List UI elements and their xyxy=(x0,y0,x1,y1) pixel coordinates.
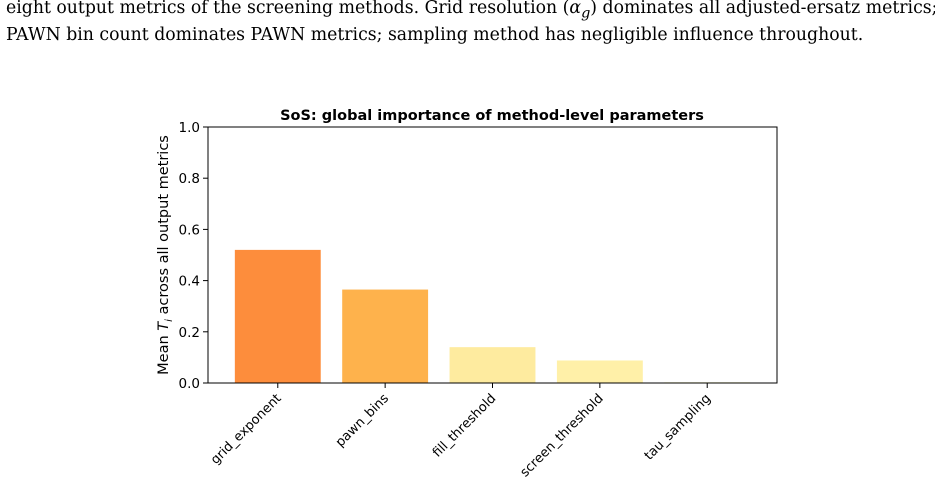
bar-screen-threshold xyxy=(556,360,643,383)
y-tick-label: 0.4 xyxy=(179,274,200,290)
y-axis-label-symbol: T xyxy=(156,321,172,331)
x-tick-label-tau-sampling: tau_sampling xyxy=(642,391,714,463)
y-axis-label-after: across all output metrics xyxy=(156,135,172,319)
alpha-subscript: g xyxy=(581,5,591,22)
caption-line-2: PAWN bin count dominates PAWN metrics; s… xyxy=(6,25,864,46)
x-tick-label-fill-threshold: fill_threshold xyxy=(430,391,499,460)
x-tick-label-pawn-bins: pawn_bins xyxy=(333,391,392,450)
y-tick-label: 0.6 xyxy=(179,222,200,238)
bar-pawn-bins xyxy=(342,289,429,383)
chart-title: SoS: global importance of method-level p… xyxy=(280,108,704,124)
y-axis-label-subscript: i xyxy=(164,319,175,322)
bar-fill-threshold xyxy=(449,347,536,383)
x-axis: grid_exponent pawn_bins fill_threshold scre… xyxy=(208,383,714,480)
caption-line-1: eight output metrics of the screening me… xyxy=(6,0,935,24)
y-axis-label: Mean Ti across all output metrics xyxy=(156,135,175,375)
x-tick-label-screen-threshold: screen_threshold xyxy=(518,391,607,480)
y-tick-label: 0.0 xyxy=(179,376,200,392)
x-tick-label-grid-exponent: grid_exponent xyxy=(208,391,285,468)
bar-grid-exponent xyxy=(234,249,321,383)
caption-line-1-after: ) dominates all adjusted-ersatz metrics; xyxy=(590,0,935,18)
y-axis-label-before: Mean xyxy=(156,331,172,375)
y-axis: 0.0 0.2 0.4 0.6 0.8 1.0 xyxy=(179,120,208,392)
y-tick-label: 0.2 xyxy=(179,325,200,341)
y-tick-label: 0.8 xyxy=(179,171,200,187)
bars-group xyxy=(234,249,751,383)
plot-frame xyxy=(207,126,778,384)
y-tick-label: 1.0 xyxy=(179,120,200,136)
caption-line-1-before: eight output metrics of the screening me… xyxy=(6,0,570,18)
alpha-symbol: α xyxy=(569,0,582,18)
figure-caption: eight output metrics of the screening me… xyxy=(6,0,935,46)
